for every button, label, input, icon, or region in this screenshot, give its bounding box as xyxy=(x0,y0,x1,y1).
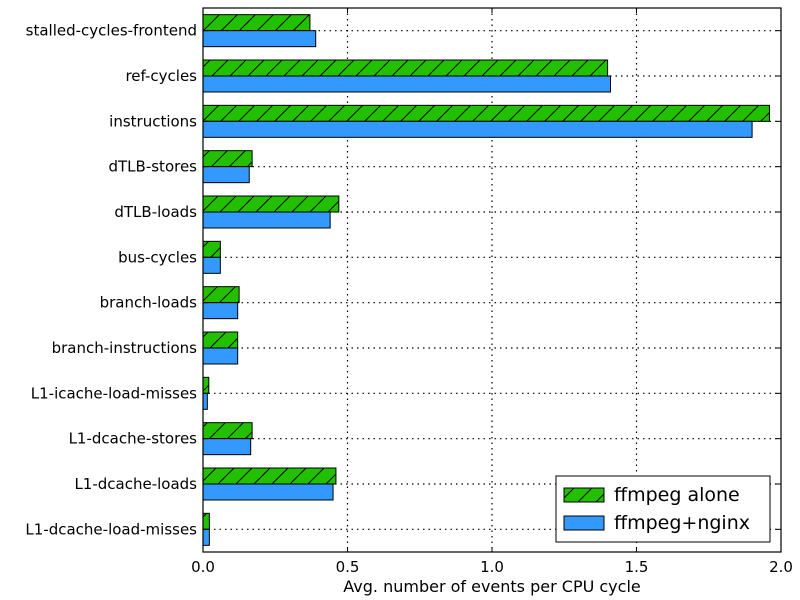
bar-ffmpeg-alone-l1-icache-load-misses-hatch xyxy=(203,377,209,394)
y-tick-label-l1-icache-load-misses: L1-icache-load-misses xyxy=(31,384,197,402)
bar-ffmpeg-alone-instructions-hatch xyxy=(203,105,770,122)
x-tick-label: 1.0 xyxy=(480,558,504,576)
x-tick-label: 1.5 xyxy=(625,558,649,576)
bar-ffmpeg-nginx-stalled-cycles-frontend xyxy=(202,30,317,48)
y-tick-label-ref-cycles: ref-cycles xyxy=(125,67,197,85)
y-tick-label-branch-loads: branch-loads xyxy=(100,294,198,312)
legend-label-ffmpeg-nginx: ffmpeg+nginx xyxy=(614,512,750,534)
x-axis-label: Avg. number of events per CPU cycle xyxy=(343,577,640,596)
y-tick-label-branch-instructions: branch-instructions xyxy=(52,339,198,357)
bar-ffmpeg-nginx-branch-instructions xyxy=(202,347,239,365)
legend-swatch-ffmpeg-alone-hatch xyxy=(564,488,604,502)
legend-label-ffmpeg-alone: ffmpeg alone xyxy=(614,484,740,506)
bar-ffmpeg-alone-bus-cycles-hatch xyxy=(203,241,221,258)
bar-ffmpeg-alone-dtlb-loads-hatch xyxy=(203,196,339,212)
bar-ffmpeg-nginx-l1-icache-load-misses xyxy=(202,392,208,410)
y-tick-label-instructions: instructions xyxy=(109,112,197,130)
y-tick-label-bus-cycles: bus-cycles xyxy=(118,248,197,266)
y-tick-label-l1-dcache-stores: L1-dcache-stores xyxy=(69,430,198,448)
x-tick-label: 0.0 xyxy=(191,558,215,576)
bar-ffmpeg-alone-l1-dcache-stores-hatch xyxy=(203,422,253,439)
bar-ffmpeg-nginx-l1-dcache-loads xyxy=(202,483,334,501)
bar-ffmpeg-nginx-l1-dcache-load-misses xyxy=(202,528,210,546)
bar-ffmpeg-alone-branch-loads-hatch xyxy=(203,286,240,303)
legend: ffmpeg alone ffmpeg+nginx xyxy=(555,475,771,543)
bar-ffmpeg-nginx-l1-dcache-stores xyxy=(202,438,252,456)
y-tick-label-dtlb-loads: dTLB-loads xyxy=(114,203,197,221)
legend-swatch-ffmpeg-nginx xyxy=(563,515,605,531)
bar-ffmpeg-nginx-instructions xyxy=(202,120,753,138)
x-tick-label: 0.5 xyxy=(336,558,360,576)
y-tick-label-l1-dcache-loads: L1-dcache-loads xyxy=(74,475,197,493)
bar-ffmpeg-alone-dtlb-stores-hatch xyxy=(203,150,253,167)
y-tick-label-stalled-cycles-frontend: stalled-cycles-frontend xyxy=(26,22,197,40)
y-tick-label-dtlb-stores: dTLB-stores xyxy=(109,158,198,176)
bar-ffmpeg-nginx-ref-cycles xyxy=(202,75,611,93)
bar-ffmpeg-alone-branch-instructions-hatch xyxy=(203,332,238,348)
bar-ffmpeg-nginx-branch-loads xyxy=(202,302,239,320)
bar-ffmpeg-nginx-bus-cycles xyxy=(202,256,221,274)
bar-ffmpeg-alone-l1-dcache-load-misses-hatch xyxy=(203,513,210,530)
bar-ffmpeg-nginx-dtlb-stores xyxy=(202,166,250,184)
y-tick-label-l1-dcache-load-misses: L1-dcache-load-misses xyxy=(25,520,197,538)
legend-box xyxy=(555,475,771,543)
bar-ffmpeg-alone-stalled-cycles-frontend-hatch xyxy=(203,14,310,31)
bar-ffmpeg-alone-l1-dcache-loads-hatch xyxy=(203,468,336,484)
bars xyxy=(202,14,770,546)
tick-marks xyxy=(202,8,782,552)
x-tick-label: 2.0 xyxy=(769,558,793,576)
bar-ffmpeg-alone-ref-cycles-hatch xyxy=(203,60,608,76)
bar-ffmpeg-nginx-dtlb-loads xyxy=(202,211,331,229)
tick-labels: 0.0 0.5 1.0 1.5 2.0 stalled-cycles-frontend re… xyxy=(25,22,793,576)
